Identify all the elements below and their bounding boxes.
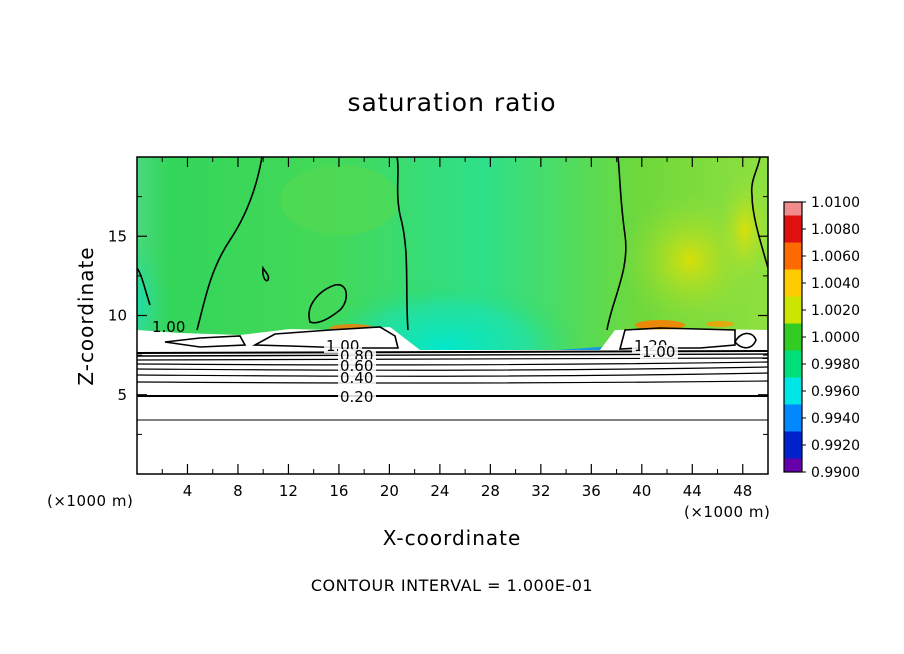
colorbar-segment bbox=[784, 229, 802, 243]
x-unit-right: (×1000 m) bbox=[684, 503, 771, 521]
contour-label: 1.00 bbox=[152, 318, 185, 336]
colorbar-segment bbox=[784, 377, 802, 392]
colorbar-label: 1.0000 bbox=[811, 330, 860, 346]
y-tick-label: 15 bbox=[108, 227, 127, 245]
contour-label: 0.20 bbox=[340, 388, 373, 406]
contour-label-bg bbox=[338, 390, 376, 404]
colorbar-segment bbox=[784, 350, 802, 365]
contour-label-bg bbox=[338, 371, 376, 385]
colorbar-label: 1.0100 bbox=[811, 195, 860, 211]
colorbar-label: 0.9980 bbox=[811, 357, 860, 373]
x-axis-ticks: 4 8 12 16 20 24 28 32 36 40 44 48 bbox=[161, 157, 752, 500]
colorbar-segment bbox=[784, 445, 802, 459]
colorbar-segment bbox=[784, 310, 802, 324]
y-tick-label: 5 bbox=[117, 386, 127, 404]
contour-interval-note: CONTOUR INTERVAL = 1.000E-01 bbox=[310, 576, 594, 595]
x-tick-label: 20 bbox=[380, 482, 399, 500]
colorbar-label: 1.0080 bbox=[811, 222, 860, 238]
contour-labels: 1.001.000.800.600.400.201.201.00 bbox=[152, 318, 678, 406]
colorbar-segment bbox=[784, 296, 802, 311]
colorbar-segment bbox=[784, 283, 802, 297]
x-tick-label: 8 bbox=[233, 482, 243, 500]
colorbar-segment bbox=[784, 215, 802, 230]
colorbar-label: 0.9940 bbox=[811, 411, 860, 427]
x-axis-label: X-coordinate bbox=[382, 526, 522, 550]
colorbar-segment bbox=[784, 391, 802, 405]
colorbar-segment bbox=[784, 364, 802, 378]
colorbar-label: 0.9920 bbox=[811, 438, 860, 454]
colorbar: 1.0100 1.0080 1.0060 1.0040 1.0020 1.0000 0.99… bbox=[783, 195, 860, 481]
contour-label: 0.40 bbox=[340, 369, 373, 387]
x-tick-label: 48 bbox=[733, 482, 752, 500]
y-tick-label: 10 bbox=[108, 307, 127, 325]
x-tick-label: 32 bbox=[531, 482, 550, 500]
x-tick-label: 40 bbox=[632, 482, 651, 500]
x-tick-label: 36 bbox=[582, 482, 601, 500]
colorbar-segment bbox=[784, 323, 802, 338]
contour-label-bg bbox=[640, 345, 678, 359]
colorbar-label: 0.9900 bbox=[811, 465, 860, 481]
contour-label-bg bbox=[338, 359, 376, 373]
colorbar-label: 1.0020 bbox=[811, 303, 860, 319]
colorbar-segment bbox=[784, 431, 802, 446]
x-tick-label: 28 bbox=[481, 482, 500, 500]
colorbar-segment bbox=[784, 418, 802, 432]
x-tick-label: 4 bbox=[183, 482, 193, 500]
contour-label: 0.60 bbox=[340, 357, 373, 375]
x-tick-label: 24 bbox=[430, 482, 449, 500]
y-axis-label: Z-coordinate bbox=[74, 246, 98, 386]
y-axis-ticks: 5 10 15 bbox=[108, 196, 768, 435]
x-unit-left: (×1000 m) bbox=[47, 492, 134, 510]
contour-label: 1.00 bbox=[642, 343, 675, 361]
colorbar-segment bbox=[784, 337, 802, 351]
colorbar-segment bbox=[784, 202, 802, 216]
colorbar-segment bbox=[784, 404, 802, 419]
chart-title: saturation ratio bbox=[347, 88, 557, 117]
colorbar-label: 0.9960 bbox=[811, 384, 860, 400]
colorbar-segment bbox=[784, 256, 802, 270]
colorbar-segment bbox=[784, 242, 802, 257]
x-tick-label: 44 bbox=[683, 482, 702, 500]
colorbar-segment bbox=[784, 269, 802, 284]
colorbar-label: 1.0060 bbox=[811, 249, 860, 265]
heatmap-field bbox=[137, 157, 768, 474]
x-tick-label: 16 bbox=[329, 482, 348, 500]
colorbar-segment bbox=[784, 458, 802, 473]
colorbar-label: 1.0040 bbox=[811, 276, 860, 292]
x-tick-label: 12 bbox=[279, 482, 298, 500]
